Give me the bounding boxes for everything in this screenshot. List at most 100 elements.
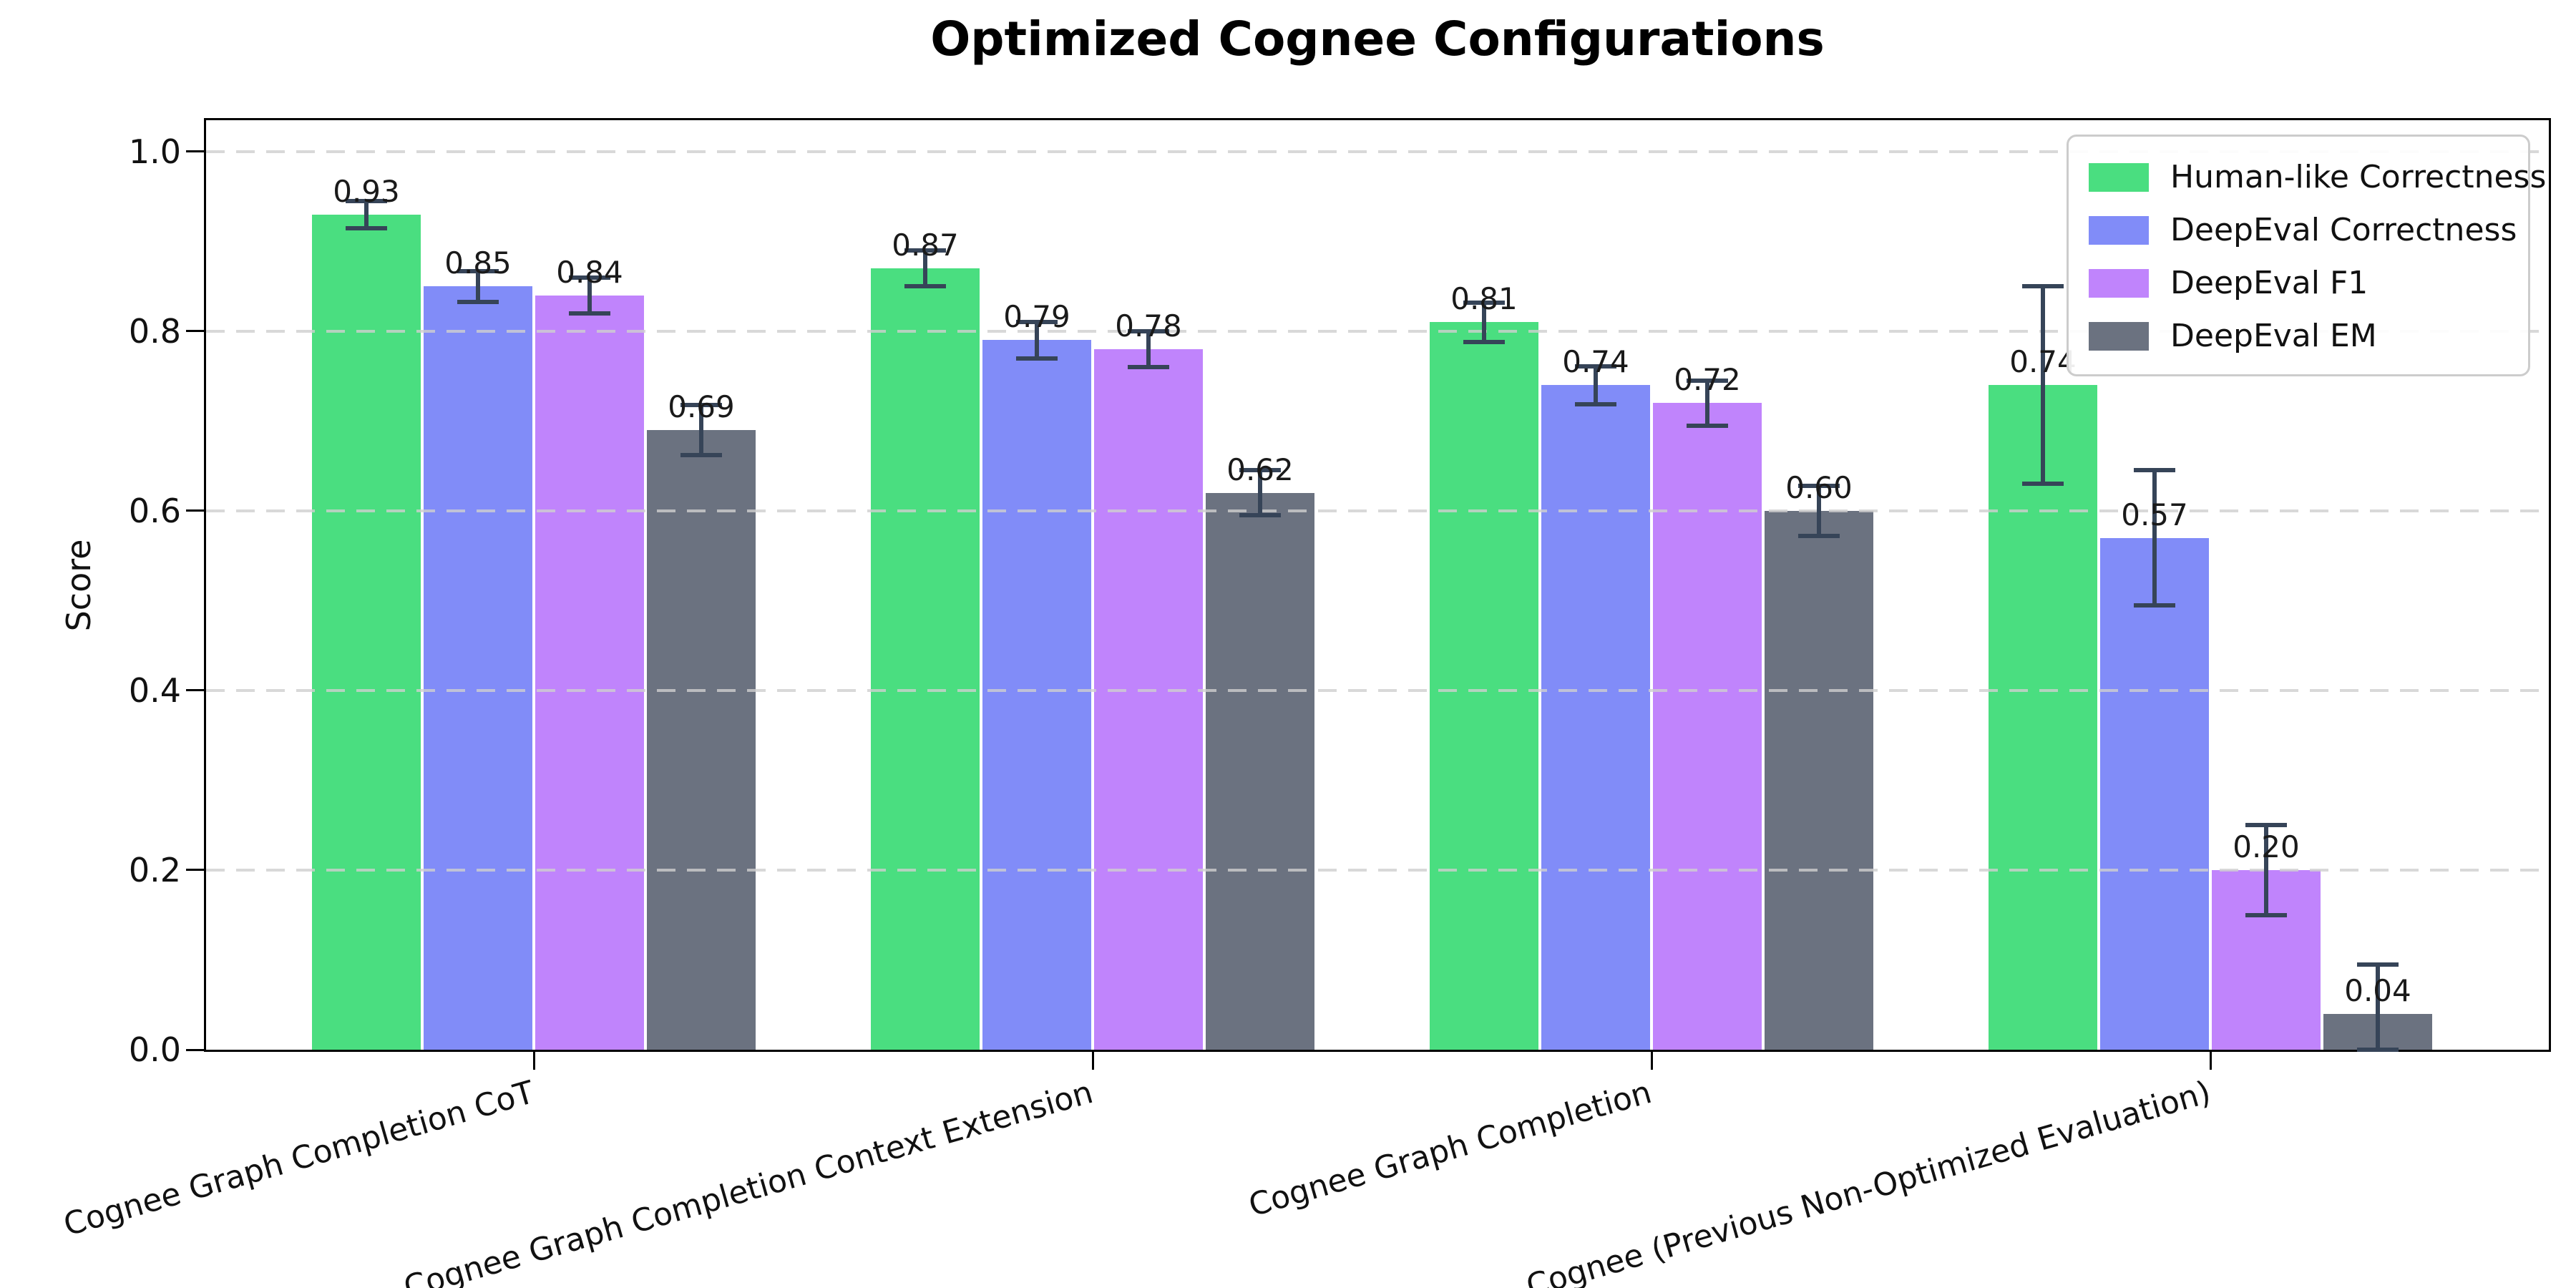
chart-title: Optimized Cognee Configurations: [930, 11, 1825, 67]
bar-value-label: 0.78: [1115, 308, 1182, 344]
bar-value-label: 0.85: [444, 245, 512, 281]
error-bar: [699, 404, 703, 456]
bar-value-label: 0.69: [668, 389, 735, 424]
y-tick-mark: [186, 869, 204, 872]
bar: [982, 340, 1091, 1050]
error-bar-cap: [2134, 602, 2175, 608]
error-bar-cap: [680, 453, 722, 458]
error-bar-cap: [2134, 468, 2175, 473]
error-bar-cap: [1239, 468, 1281, 473]
error-bar: [1146, 331, 1151, 368]
legend-swatch: [2089, 322, 2149, 351]
error-bar-cap: [1016, 320, 1058, 325]
error-bar-cap: [1575, 364, 1616, 369]
bar: [2100, 537, 2209, 1050]
bar-value-label: 0.79: [1003, 299, 1070, 335]
error-bar: [2376, 964, 2380, 1050]
error-bar-cap: [569, 311, 610, 316]
error-bar-cap: [904, 284, 946, 289]
error-bar-cap: [680, 402, 722, 407]
error-bar-cap: [1687, 378, 1728, 383]
bar-value-label: 0.72: [1674, 362, 1741, 398]
y-tick-label: 0.2: [128, 850, 181, 889]
bar: [647, 430, 756, 1050]
error-bar: [1035, 322, 1039, 358]
bar: [535, 295, 644, 1050]
error-bar-cap: [2245, 912, 2287, 917]
error-bar-cap: [2022, 284, 2064, 289]
error-bar: [923, 250, 927, 287]
error-bar-cap: [1463, 340, 1505, 344]
error-bar-cap: [457, 299, 499, 304]
y-axis-label-text: Score: [59, 539, 98, 631]
x-tick-mark: [1091, 1052, 1094, 1070]
y-tick-label: 0.8: [128, 311, 181, 351]
error-bar-cap: [346, 198, 387, 203]
bar-value-label: 0.87: [892, 228, 959, 263]
error-bar-cap: [457, 268, 499, 273]
y-tick-mark: [186, 509, 204, 512]
error-bar-cap: [2357, 962, 2399, 967]
error-bar: [1705, 380, 1709, 426]
legend-swatch: [2089, 269, 2149, 298]
error-bar: [476, 270, 480, 302]
error-bar-cap: [1239, 513, 1281, 518]
bar-value-label: 0.81: [1450, 281, 1518, 317]
legend-item: DeepEval Correctness: [2069, 204, 2528, 257]
legend-label: DeepEval Correctness: [2170, 212, 2517, 248]
y-tick-label: 0.0: [128, 1030, 181, 1069]
error-bar: [2041, 286, 2045, 484]
bar-value-label: 0.62: [1226, 452, 1294, 487]
x-category-label: Cognee Graph Completion: [1245, 1074, 1657, 1224]
bar-value-label: 0.93: [333, 173, 400, 209]
bar-value-label: 0.74: [2009, 344, 2077, 380]
x-tick-mark: [532, 1052, 535, 1070]
legend-item: DeepEval F1: [2069, 257, 2528, 310]
bar: [1094, 349, 1203, 1050]
error-bar-cap: [1016, 356, 1058, 361]
error-bar-cap: [1128, 365, 1169, 370]
bar: [424, 286, 532, 1050]
bar: [1541, 385, 1650, 1050]
legend-swatch: [2089, 216, 2149, 245]
legend-label: Human-like Correctness: [2170, 159, 2547, 195]
error-bar-cap: [1687, 423, 1728, 428]
bar-value-label: 0.74: [1562, 344, 1629, 380]
error-bar-cap: [1575, 401, 1616, 406]
error-bar-cap: [2357, 1048, 2399, 1052]
bar: [1653, 403, 1762, 1050]
error-bar: [1482, 302, 1486, 342]
y-tick-label: 1.0: [128, 132, 181, 171]
x-tick-mark: [2209, 1052, 2212, 1070]
y-tick-label: 0.6: [128, 491, 181, 530]
error-bar: [1594, 366, 1598, 404]
y-tick-mark: [186, 330, 204, 333]
legend: Human-like Correctness DeepEval Correctne…: [2067, 135, 2546, 376]
bar: [1989, 385, 2097, 1050]
y-tick-label: 0.4: [128, 670, 181, 710]
bar-value-label: 0.04: [2344, 972, 2411, 1008]
error-bar-cap: [1798, 483, 1840, 488]
bar: [312, 214, 421, 1050]
bar-value-label: 0.60: [1785, 469, 1853, 505]
y-tick-mark: [186, 150, 204, 153]
bar: [871, 268, 980, 1050]
legend-label: DeepEval F1: [2170, 265, 2368, 301]
error-bar: [587, 277, 592, 313]
legend-item: DeepEval EM: [2069, 310, 2528, 363]
bar: [1765, 510, 1873, 1050]
error-bar: [2152, 470, 2157, 605]
error-bar: [364, 200, 369, 228]
bar-value-label: 0.20: [2233, 829, 2300, 864]
error-bar: [1258, 470, 1262, 516]
error-bar-cap: [2022, 482, 2064, 487]
error-bar-cap: [346, 225, 387, 230]
bar-value-label: 0.84: [556, 254, 623, 290]
legend-item: Human-like Correctness: [2069, 151, 2546, 204]
x-tick-mark: [1650, 1052, 1653, 1070]
legend-label: DeepEval EM: [2170, 318, 2377, 354]
error-bar-cap: [1463, 300, 1505, 305]
error-bar-cap: [1798, 534, 1840, 539]
y-tick-mark: [186, 1048, 204, 1051]
